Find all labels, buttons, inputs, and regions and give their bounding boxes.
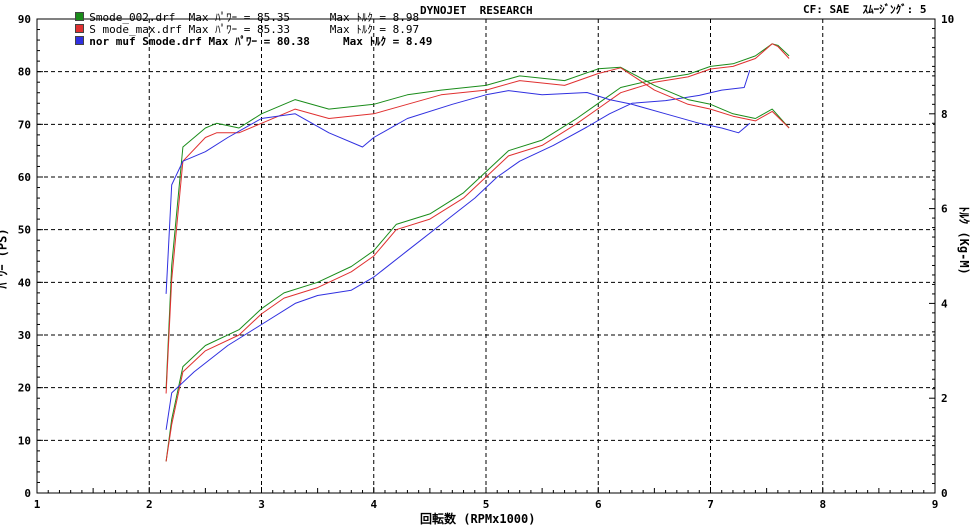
series-line-torque — [165, 90, 751, 294]
y-axis-label: ﾊﾟﾜｰ (PS) — [0, 228, 10, 289]
y2-tick-label: 10 — [941, 13, 954, 26]
chart-title: DYNOJET RESEARCH — [420, 4, 533, 17]
y-tick-label: 60 — [18, 171, 31, 184]
y-tick-label: 0 — [24, 487, 31, 500]
x-tick-label: 8 — [819, 498, 826, 511]
series-line-torque — [165, 66, 790, 389]
x-tick-label: 3 — [258, 498, 265, 511]
series-layer — [165, 43, 790, 462]
series-line-power — [165, 69, 751, 430]
smoothing-label: ｽﾑｰｼﾞﾝｸﾞ: — [862, 3, 914, 16]
y-tick-label: 20 — [18, 382, 31, 395]
y-tick-label: 90 — [18, 13, 31, 26]
y2-tick-label: 4 — [941, 297, 948, 310]
y-tick-label: 80 — [18, 66, 31, 79]
y2-tick-label: 2 — [941, 392, 948, 405]
cf-label: CF: SAE — [803, 3, 850, 16]
legend-swatch — [75, 24, 85, 33]
legend-label: S mode_max.drf Max ﾊﾟﾜｰ = 85.33 Max ﾄﾙｸ … — [89, 23, 420, 36]
legend-swatch — [75, 12, 85, 21]
y-tick-label: 40 — [18, 276, 31, 289]
series-line-power — [165, 43, 790, 462]
y2-tick-label: 6 — [941, 203, 948, 216]
legend-label: nor muf Smode.drf Max ﾊﾟﾜｰ = 80.38 Max ﾄ… — [89, 35, 433, 48]
x-tick-label: 7 — [707, 498, 714, 511]
x-tick-label: 5 — [483, 498, 490, 511]
correction-factor: CF: SAE ｽﾑｰｼﾞﾝｸﾞ: 5 — [803, 1, 926, 17]
legend-swatch — [75, 36, 85, 45]
y-tick-label: 50 — [18, 224, 31, 237]
legend-item: nor muf Smode.drf Max ﾊﾟﾜｰ = 80.38 Max ﾄ… — [62, 24, 432, 48]
y-tick-label: 70 — [18, 118, 31, 131]
x-axis-label: 回転数 (RPMx1000) — [420, 512, 536, 526]
legend-item: S mode_max.drf Max ﾊﾟﾜｰ = 85.33 Max ﾄﾙｸ … — [62, 12, 419, 36]
y-tick-label: 30 — [18, 329, 31, 342]
x-tick-label: 2 — [146, 498, 153, 511]
x-tick-label: 6 — [595, 498, 602, 511]
x-tick-label: 9 — [932, 498, 939, 511]
series-line-power — [165, 43, 790, 462]
legend-label: Smode_002.drf Max ﾊﾟﾜｰ = 85.35 Max ﾄﾙｸ =… — [89, 11, 420, 24]
y2-axis-label: ﾄﾙｸ (Kg-M) — [956, 206, 971, 275]
series-line-torque — [165, 67, 790, 394]
plot-frame — [36, 18, 936, 494]
y2-tick-label: 8 — [941, 108, 948, 121]
x-tick-label: 4 — [370, 498, 377, 511]
y-tick-label: 10 — [18, 434, 31, 447]
legend-item: Smode_002.drf Max ﾊﾟﾜｰ = 85.35 Max ﾄﾙｸ =… — [62, 0, 419, 24]
smoothing-value: 5 — [919, 3, 927, 16]
y2-tick-label: 0 — [941, 487, 948, 500]
x-tick-label: 1 — [34, 498, 41, 511]
